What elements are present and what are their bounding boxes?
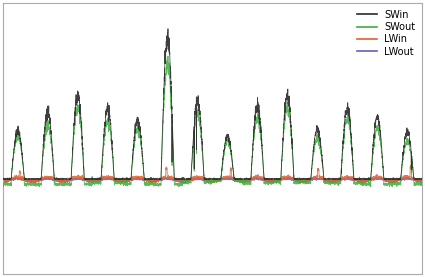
Legend: SWin, SWout, LWin, LWout: SWin, SWout, LWin, LWout (353, 6, 419, 61)
